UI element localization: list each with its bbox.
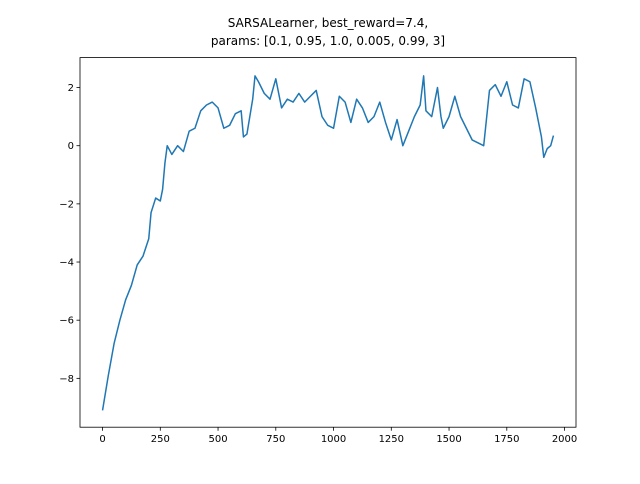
line <box>101 75 555 411</box>
x-tick-label: 250 <box>151 434 170 445</box>
x-tick-label: 1750 <box>494 434 519 445</box>
y-tick-label: −4 <box>59 258 74 269</box>
x-tick-label: 1000 <box>321 434 346 445</box>
y-tick-label: −6 <box>59 316 74 327</box>
chart-title: params: [0.1, 0.95, 1.0, 0.005, 0.99, 3] <box>211 34 445 48</box>
plot-frame <box>79 57 577 428</box>
x-tick-label: 1250 <box>379 434 404 445</box>
y-tick-label: 2 <box>68 83 74 94</box>
y-tick-label: 0 <box>68 141 74 152</box>
chart-title: SARSALearner, best_reward=7.4, <box>228 16 428 30</box>
x-tick-label: 500 <box>208 434 227 445</box>
y-tick-label: −2 <box>59 199 74 210</box>
x-tick-label: 750 <box>266 434 285 445</box>
x-tick-label: 1500 <box>436 434 461 445</box>
x-tick-label: 2000 <box>552 434 577 445</box>
y-tick-label: −8 <box>59 374 74 385</box>
x-tick-label: 0 <box>99 434 105 445</box>
